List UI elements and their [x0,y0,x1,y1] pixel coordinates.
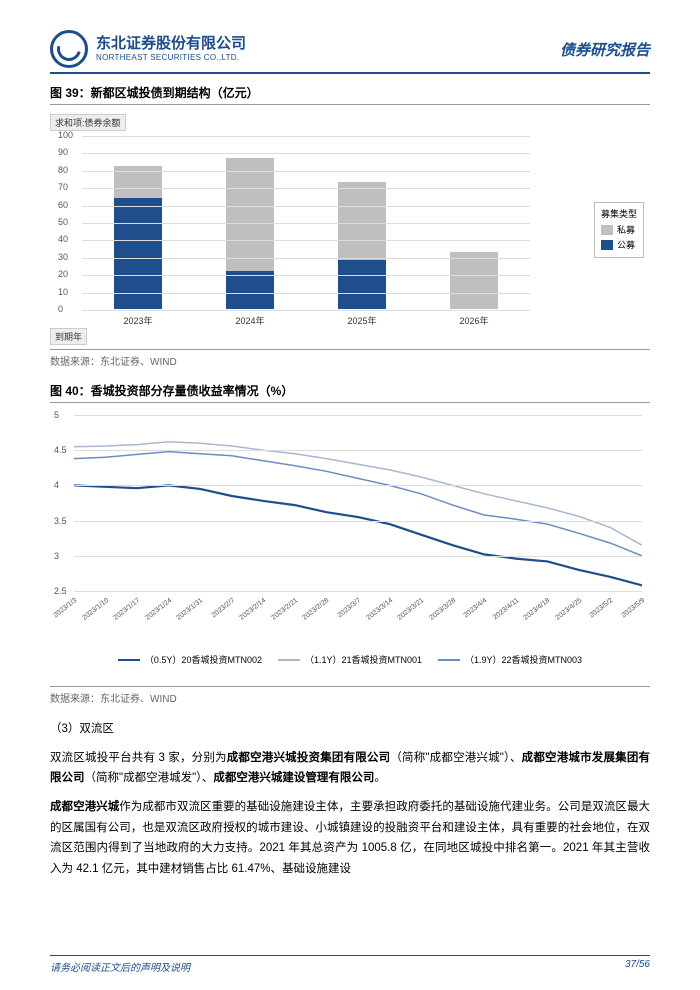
fig39-legend: 募集类型 私募 公募 [594,202,644,258]
fig39-y-axis-title: 求和项:债券余额 [50,114,126,131]
fig40-line-chart: 2.533.544.552023/1/32023/1/102023/1/1720… [50,409,650,649]
page-number: 37/56 [625,959,650,974]
company-name-en: NORTHEAST SECURITIES CO.,LTD. [96,53,246,62]
company-name-cn: 东北证券股份有限公司 [96,36,246,53]
fig39-bar-chart: 求和项:债券余额 募集类型 私募 公募 到期年 0102030405060708… [50,111,650,331]
fig39-title: 图 39：新都区城投债到期结构（亿元） [50,84,650,105]
fig40-title: 图 40：香城投资部分存量债收益率情况（%） [50,382,650,403]
legend-private: 私募 [617,223,635,236]
company-logo-block: 东北证券股份有限公司 NORTHEAST SECURITIES CO.,LTD. [50,30,246,68]
para-2: 成都空港兴城作为成都市双流区重要的基础设施建设主体，主要承担政府委托的基础设施代… [50,797,650,880]
body-text: （3）双流区 双流区城投平台共有 3 家，分别为成都空港兴城投资集团有限公司（简… [50,719,650,880]
fig39-source: 数据来源：东北证券、WIND [50,349,650,368]
report-type: 债券研究报告 [560,39,650,60]
page-header: 东北证券股份有限公司 NORTHEAST SECURITIES CO.,LTD.… [50,30,650,74]
fig39-legend-title: 募集类型 [601,207,637,220]
fig39-x-axis-title: 到期年 [50,328,87,345]
legend-public: 公募 [617,238,635,251]
page-footer: 请务必阅读正文后的声明及说明 37/56 [50,955,650,974]
fig40-legend: （0.5Y）20香城投资MTN002（1.1Y）21香城投资MTN001（1.9… [50,651,650,668]
section-3-title: （3）双流区 [50,719,650,740]
footer-note: 请务必阅读正文后的声明及说明 [50,959,190,974]
fig40-source: 数据来源：东北证券、WIND [50,686,650,705]
para-1: 双流区城投平台共有 3 家，分别为成都空港兴城投资集团有限公司（简称"成都空港兴… [50,748,650,789]
logo-icon [50,30,88,68]
